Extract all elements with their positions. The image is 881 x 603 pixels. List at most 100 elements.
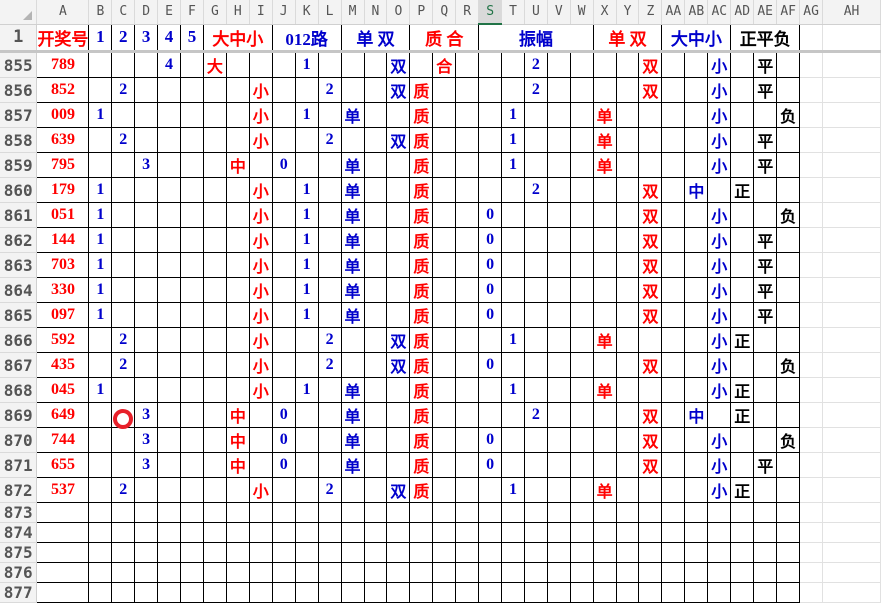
cell-p857[interactable]: 质 (409, 102, 434, 128)
row-header[interactable]: 856 (0, 77, 38, 103)
cell-u871[interactable] (523, 452, 548, 478)
cell-ae858[interactable]: 平 (753, 127, 778, 153)
cell-j868[interactable] (271, 377, 296, 403)
cell-y863[interactable] (615, 252, 640, 278)
cell-z868[interactable] (638, 377, 663, 403)
cell-l876[interactable] (317, 562, 342, 583)
cell-s861[interactable]: 0 (478, 202, 503, 228)
cell-x859[interactable]: 单 (592, 152, 617, 178)
cell-v859[interactable] (546, 152, 571, 178)
cell-ae877[interactable] (753, 582, 778, 603)
cell-q877[interactable] (432, 582, 457, 603)
cell-p859[interactable]: 质 (409, 152, 434, 178)
cell-t858[interactable]: 1 (501, 127, 525, 153)
cell-y862[interactable] (615, 227, 640, 253)
cell-aa867[interactable] (661, 352, 686, 378)
cell-p858[interactable]: 质 (409, 127, 434, 153)
cell-x868[interactable]: 单 (592, 377, 617, 403)
cell-g877[interactable] (202, 582, 227, 603)
cell-f859[interactable] (180, 152, 204, 178)
cell-af870[interactable]: 负 (776, 427, 801, 453)
cell-s865[interactable]: 0 (478, 302, 503, 328)
cell-z857[interactable] (638, 102, 663, 128)
cell-y872[interactable] (615, 477, 640, 503)
cell-q856[interactable] (432, 77, 457, 103)
cell-l866[interactable]: 2 (317, 327, 342, 353)
cell-p876[interactable] (409, 562, 434, 583)
header-cell-e[interactable]: 4 (157, 24, 181, 53)
cell-z869[interactable]: 双 (638, 402, 663, 428)
cell-g869[interactable] (202, 402, 227, 428)
column-header-a[interactable]: A (36, 0, 90, 25)
cell-d873[interactable] (134, 502, 159, 523)
cell-a864[interactable]: 330 (36, 277, 90, 303)
cell-d861[interactable] (134, 202, 159, 228)
cell-t860[interactable] (501, 177, 525, 203)
cell-i866[interactable]: 小 (248, 327, 273, 353)
cell-ag864[interactable] (799, 277, 824, 303)
cell-c867[interactable]: 2 (111, 352, 136, 378)
cell-ag870[interactable] (799, 427, 824, 453)
cell-k864[interactable]: 1 (294, 277, 319, 303)
cell-ad860[interactable]: 正 (730, 177, 755, 203)
cell-r869[interactable] (455, 402, 480, 428)
cell-e875[interactable] (157, 542, 181, 563)
cell-s870[interactable]: 0 (478, 427, 503, 453)
cell-a861[interactable]: 051 (36, 202, 90, 228)
cell-m875[interactable] (340, 542, 365, 563)
cell-y867[interactable] (615, 352, 640, 378)
column-header-r[interactable]: R (455, 0, 480, 25)
cell-i856[interactable]: 小 (248, 77, 273, 103)
cell-u857[interactable] (523, 102, 548, 128)
cell-b855[interactable] (88, 51, 113, 78)
row-header[interactable]: 860 (0, 177, 38, 203)
cell-ac862[interactable]: 小 (707, 227, 732, 253)
cell-h877[interactable] (225, 582, 250, 603)
cell-x872[interactable]: 单 (592, 477, 617, 503)
cell-s872[interactable] (478, 477, 503, 503)
cell-y871[interactable] (615, 452, 640, 478)
cell-l871[interactable] (317, 452, 342, 478)
cell-p866[interactable]: 质 (409, 327, 434, 353)
cell-ah865[interactable] (822, 302, 881, 328)
cell-a868[interactable]: 045 (36, 377, 90, 403)
cell-ab873[interactable] (684, 502, 709, 523)
cell-x870[interactable] (592, 427, 617, 453)
cell-z871[interactable]: 双 (638, 452, 663, 478)
cell-p875[interactable] (409, 542, 434, 563)
cell-af856[interactable] (776, 77, 801, 103)
cell-c875[interactable] (111, 542, 136, 563)
cell-ab861[interactable] (684, 202, 709, 228)
cell-i873[interactable] (248, 502, 273, 523)
cell-u877[interactable] (523, 582, 548, 603)
cell-e861[interactable] (157, 202, 181, 228)
cell-u868[interactable] (523, 377, 548, 403)
cell-x866[interactable]: 单 (592, 327, 617, 353)
cell-ae869[interactable] (753, 402, 778, 428)
cell-l862[interactable] (317, 227, 342, 253)
cell-c871[interactable] (111, 452, 136, 478)
cell-f877[interactable] (180, 582, 204, 603)
cell-g871[interactable] (202, 452, 227, 478)
cell-b864[interactable]: 1 (88, 277, 113, 303)
cell-k870[interactable] (294, 427, 319, 453)
column-header-u[interactable]: U (524, 0, 548, 25)
cell-d871[interactable]: 3 (134, 452, 159, 478)
cell-af865[interactable] (776, 302, 801, 328)
cell-p865[interactable]: 质 (409, 302, 434, 328)
cell-y855[interactable] (615, 51, 640, 78)
cell-x863[interactable] (592, 252, 617, 278)
cell-ae875[interactable] (753, 542, 778, 563)
cell-z872[interactable] (638, 477, 663, 503)
cell-h855[interactable] (225, 51, 250, 78)
cell-aa874[interactable] (661, 522, 686, 543)
cell-m856[interactable] (340, 77, 365, 103)
cell-w863[interactable] (569, 252, 594, 278)
cell-y861[interactable] (615, 202, 640, 228)
cell-u864[interactable] (523, 277, 548, 303)
cell-u855[interactable]: 2 (523, 51, 548, 78)
cell-ad858[interactable] (730, 127, 755, 153)
cell-q860[interactable] (432, 177, 457, 203)
cell-f873[interactable] (180, 502, 204, 523)
cell-m864[interactable]: 单 (340, 277, 365, 303)
